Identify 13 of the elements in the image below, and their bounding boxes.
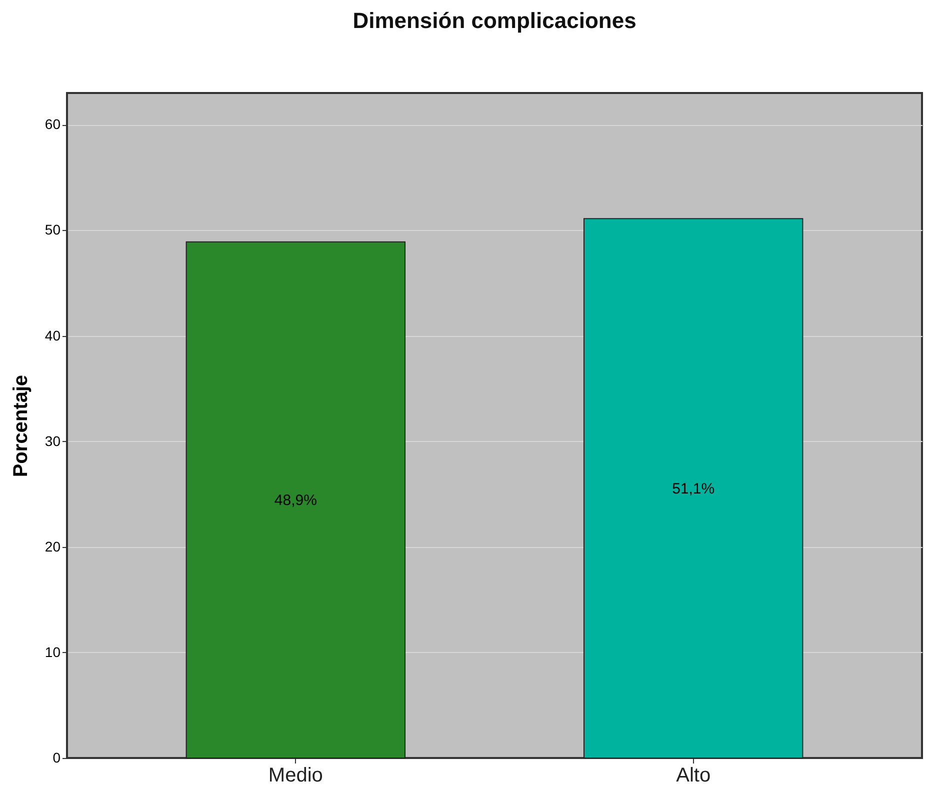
- y-tick-label: 20: [44, 538, 61, 554]
- x-tick-label: Alto: [676, 764, 711, 786]
- y-tick-label: 0: [52, 750, 61, 766]
- data-label: 51,1%: [672, 480, 715, 498]
- y-tick-label: 50: [44, 222, 61, 238]
- data-label: 48,9%: [274, 492, 317, 509]
- y-tick-label: 40: [44, 327, 61, 344]
- y-tick-label: 30: [44, 432, 61, 449]
- y-tick-label: 10: [44, 644, 61, 660]
- y-axis-title: Porcentaje: [10, 374, 32, 478]
- x-tick-label: Medio: [268, 764, 323, 786]
- chart-title: Dimensión complicaciones: [352, 8, 636, 33]
- y-tick-label: 60: [44, 116, 61, 132]
